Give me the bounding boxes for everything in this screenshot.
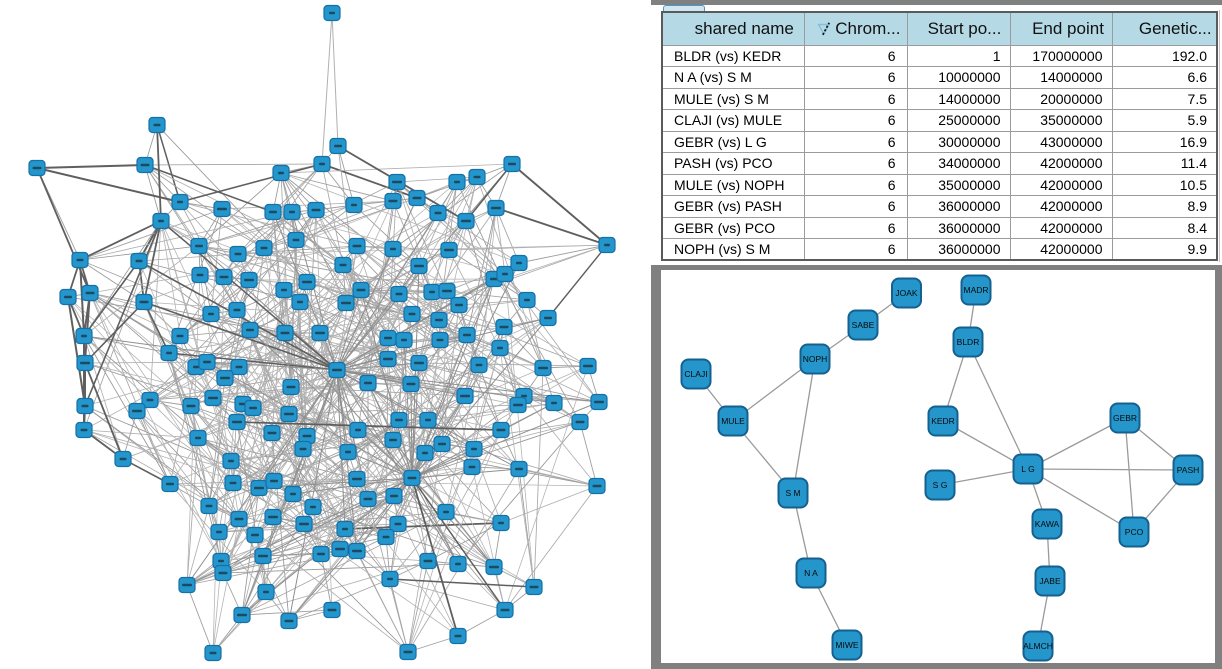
svg-text:NOPH: NOPH xyxy=(803,354,828,364)
svg-text:KEDR: KEDR xyxy=(931,416,955,426)
svg-text:MULE: MULE xyxy=(721,416,745,426)
svg-text:BLDR: BLDR xyxy=(957,337,980,347)
svg-text:KAWA: KAWA xyxy=(1035,519,1060,529)
svg-text:L G: L G xyxy=(1021,464,1034,474)
svg-text:PASH: PASH xyxy=(1177,465,1200,475)
svg-text:S G: S G xyxy=(933,480,948,490)
svg-text:JOAK: JOAK xyxy=(895,288,918,298)
svg-text:SABE: SABE xyxy=(852,320,875,330)
svg-text:PCO: PCO xyxy=(1125,527,1144,537)
svg-text:N A: N A xyxy=(804,568,818,578)
svg-text:ALMCH: ALMCH xyxy=(1023,641,1053,651)
svg-text:GEBR: GEBR xyxy=(1113,413,1137,423)
svg-text:MIWE: MIWE xyxy=(835,640,858,650)
svg-text:CLAJI: CLAJI xyxy=(684,369,707,379)
svg-text:S M: S M xyxy=(785,488,800,498)
svg-text:JABE: JABE xyxy=(1039,576,1061,586)
svg-text:MADR: MADR xyxy=(963,285,988,295)
